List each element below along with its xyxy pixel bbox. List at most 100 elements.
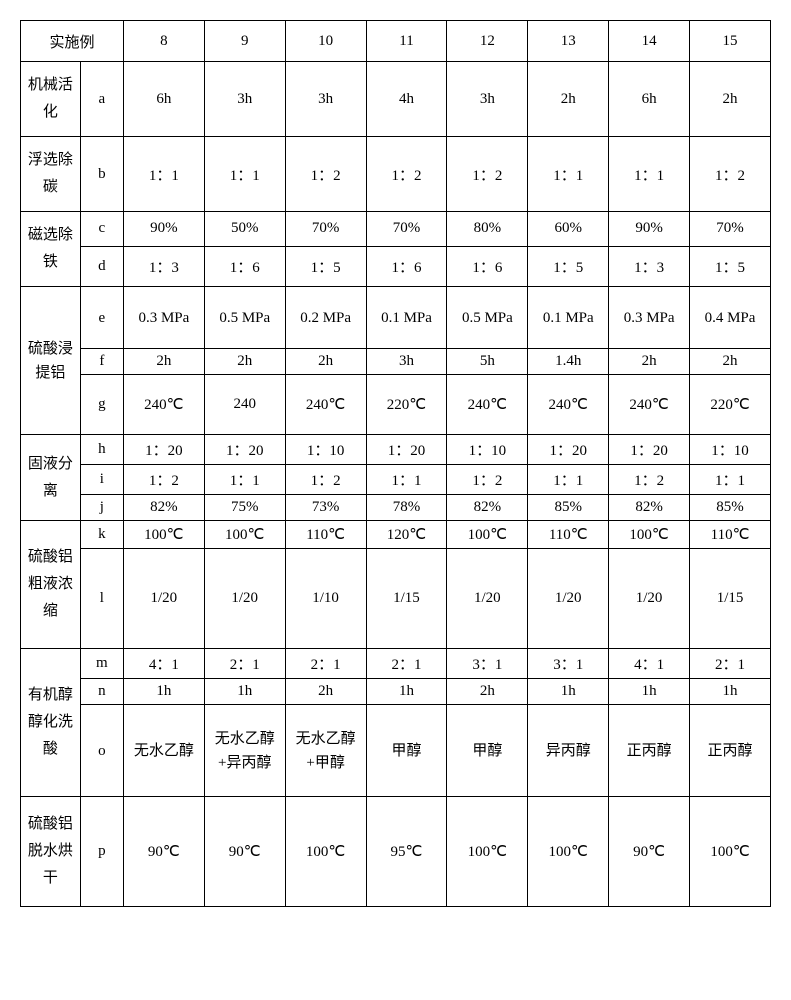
data-cell: 85% (528, 495, 609, 521)
data-cell: 1h (690, 679, 771, 705)
param-label: d (80, 246, 123, 286)
data-cell: 1：5 (285, 246, 366, 286)
data-cell: 100℃ (204, 521, 285, 549)
param-label: b (80, 137, 123, 212)
data-cell: 90℃ (609, 797, 690, 907)
table-row: o 无水乙醇 无水乙醇+异丙醇 无水乙醇+甲醇 甲醇 甲醇 异丙醇 正丙醇 正丙… (21, 705, 771, 797)
data-cell: 90% (123, 212, 204, 247)
data-cell: 100℃ (285, 797, 366, 907)
data-cell: 85% (690, 495, 771, 521)
data-cell: 78% (366, 495, 447, 521)
data-cell: 3h (447, 62, 528, 137)
data-cell: 2h (285, 349, 366, 375)
data-cell: 80% (447, 212, 528, 247)
group-label: 浮选除碳 (21, 137, 81, 212)
data-cell: 1：1 (204, 465, 285, 495)
data-cell: 110℃ (690, 521, 771, 549)
data-cell: 1h (609, 679, 690, 705)
data-cell: 1：20 (123, 435, 204, 465)
data-cell: 3：1 (528, 649, 609, 679)
group-label: 硫酸铝粗液浓缩 (21, 521, 81, 649)
data-cell: 100℃ (447, 797, 528, 907)
data-cell: 1：5 (690, 246, 771, 286)
data-cell: 0.4 MPa (690, 287, 771, 349)
data-cell: 100℃ (528, 797, 609, 907)
data-cell: 2：1 (285, 649, 366, 679)
param-label: f (80, 349, 123, 375)
header-col: 13 (528, 21, 609, 62)
header-col: 8 (123, 21, 204, 62)
data-cell: 0.3 MPa (609, 287, 690, 349)
header-label: 实施例 (21, 21, 124, 62)
data-cell: 90℃ (204, 797, 285, 907)
data-cell: 2h (690, 349, 771, 375)
data-cell: 4：1 (609, 649, 690, 679)
data-cell: 90℃ (123, 797, 204, 907)
data-cell: 1：2 (447, 137, 528, 212)
data-cell: 1：20 (204, 435, 285, 465)
data-cell: 82% (447, 495, 528, 521)
data-cell: 1：1 (609, 137, 690, 212)
data-cell: 0.3 MPa (123, 287, 204, 349)
data-cell: 3h (366, 349, 447, 375)
data-cell: 2h (609, 349, 690, 375)
data-cell: 1：1 (690, 465, 771, 495)
group-label: 机械活化 (21, 62, 81, 137)
data-cell: 70% (690, 212, 771, 247)
param-label: m (80, 649, 123, 679)
data-cell: 5h (447, 349, 528, 375)
data-cell: 正丙醇 (609, 705, 690, 797)
table-row: l 1/20 1/20 1/10 1/15 1/20 1/20 1/20 1/1… (21, 549, 771, 649)
data-cell: 82% (123, 495, 204, 521)
data-cell: 甲醇 (447, 705, 528, 797)
param-label: a (80, 62, 123, 137)
data-cell: 73% (285, 495, 366, 521)
data-cell: 1：1 (204, 137, 285, 212)
data-cell: 1：10 (690, 435, 771, 465)
data-cell: 1：20 (609, 435, 690, 465)
data-cell: 1：20 (366, 435, 447, 465)
param-label: k (80, 521, 123, 549)
data-cell: 甲醇 (366, 705, 447, 797)
data-cell: 6h (609, 62, 690, 137)
data-cell: 100℃ (609, 521, 690, 549)
data-cell: 0.5 MPa (447, 287, 528, 349)
data-cell: 1：1 (528, 465, 609, 495)
param-label: g (80, 375, 123, 435)
data-cell: 1h (528, 679, 609, 705)
data-cell: 无水乙醇 (123, 705, 204, 797)
table-row: i 1：2 1：1 1：2 1：1 1：2 1：1 1：2 1：1 (21, 465, 771, 495)
data-cell: 6h (123, 62, 204, 137)
data-cell: 3h (285, 62, 366, 137)
header-col: 12 (447, 21, 528, 62)
table-row: d 1：3 1：6 1：5 1：6 1：6 1：5 1：3 1：5 (21, 246, 771, 286)
data-cell: 60% (528, 212, 609, 247)
table-row: j 82% 75% 73% 78% 82% 85% 82% 85% (21, 495, 771, 521)
data-cell: 1：10 (447, 435, 528, 465)
data-cell: 1：5 (528, 246, 609, 286)
param-label: e (80, 287, 123, 349)
data-cell: 70% (366, 212, 447, 247)
param-label: o (80, 705, 123, 797)
data-cell: 240℃ (528, 375, 609, 435)
data-cell: 0.5 MPa (204, 287, 285, 349)
data-cell: 1/20 (204, 549, 285, 649)
data-cell: 4h (366, 62, 447, 137)
data-cell: 220℃ (690, 375, 771, 435)
data-cell: 2h (204, 349, 285, 375)
data-cell: 1h (123, 679, 204, 705)
data-cell: 90% (609, 212, 690, 247)
data-cell: 2：1 (204, 649, 285, 679)
table-row: 硫酸铝粗液浓缩 k 100℃ 100℃ 110℃ 120℃ 100℃ 110℃ … (21, 521, 771, 549)
experiment-parameters-table: 实施例 8 9 10 11 12 13 14 15 机械活化 a 6h 3h 3… (20, 20, 771, 907)
data-cell: 1：6 (366, 246, 447, 286)
data-cell: 100℃ (123, 521, 204, 549)
data-cell: 110℃ (285, 521, 366, 549)
param-label: j (80, 495, 123, 521)
data-cell: 75% (204, 495, 285, 521)
data-cell: 100℃ (447, 521, 528, 549)
data-cell: 1/20 (528, 549, 609, 649)
data-cell: 1/20 (123, 549, 204, 649)
data-cell: 1：2 (690, 137, 771, 212)
table-row: n 1h 1h 2h 1h 2h 1h 1h 1h (21, 679, 771, 705)
